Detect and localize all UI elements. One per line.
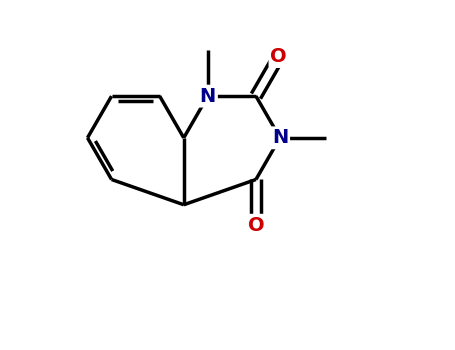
- Text: N: N: [200, 87, 216, 106]
- Text: N: N: [272, 128, 288, 147]
- Text: O: O: [248, 216, 264, 235]
- Text: O: O: [270, 47, 287, 66]
